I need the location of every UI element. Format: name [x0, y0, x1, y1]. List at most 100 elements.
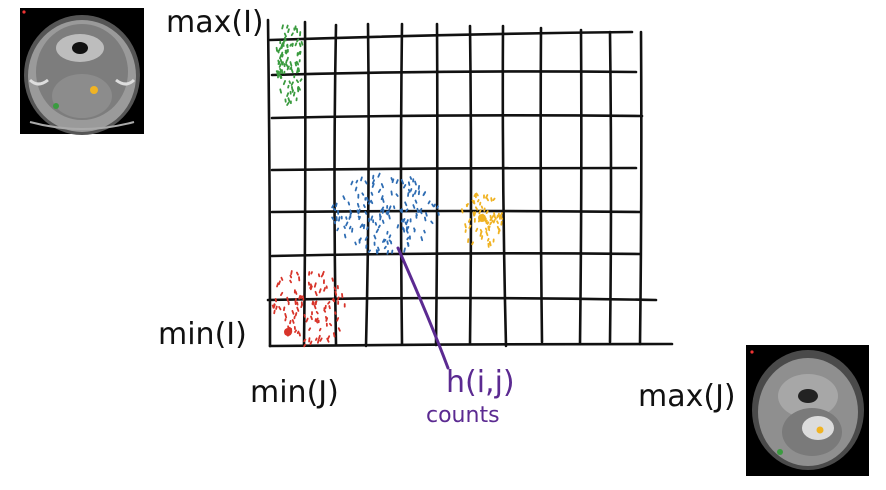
blue-cluster-dot [388, 214, 391, 220]
red-cluster-dot [331, 277, 334, 282]
red-cluster-dot [310, 271, 313, 275]
blue-cluster-dot [433, 203, 436, 208]
green-cluster-dot [297, 51, 301, 56]
red-cluster-dot [336, 317, 340, 322]
blue-cluster-dot [381, 238, 386, 243]
orange-cluster-dot [475, 192, 479, 197]
green-cluster-dot [278, 63, 283, 68]
blue-cluster-dot [381, 209, 385, 214]
blue-cluster-dot [371, 182, 375, 188]
blue-cluster-dot [412, 204, 416, 209]
red-cluster-dot [315, 310, 319, 315]
green-cluster-dot [294, 60, 298, 65]
red-cluster-dot [274, 297, 278, 303]
orange-cluster-dot [471, 241, 475, 246]
red-cluster-dot [317, 273, 321, 278]
orange-cluster-dot [484, 227, 488, 232]
blue-cluster-dot [423, 216, 427, 222]
green-cluster-dot [290, 32, 294, 37]
blue-cluster-dot [388, 239, 392, 243]
red-cluster-dot [301, 295, 305, 301]
blue-cluster-dot [354, 241, 357, 246]
orange-cluster-dot [485, 210, 489, 215]
blue-cluster-dot [400, 178, 405, 185]
blue-cluster-dot [356, 202, 360, 208]
orange-cluster-center-dot [478, 214, 486, 222]
blue-cluster-dot [370, 191, 374, 196]
green-cluster-dot [300, 41, 304, 46]
red-cluster-dot [310, 315, 313, 321]
blue-cluster-dot [362, 223, 366, 230]
blue-cluster-dot [390, 190, 393, 196]
red-cluster-dot [303, 338, 307, 343]
blue-cluster-dot [409, 176, 413, 180]
red-cluster-center-dot [284, 328, 292, 336]
blue-cluster-dot [354, 186, 358, 192]
histogram-bin-label: h(i,j) [446, 365, 515, 400]
blue-cluster-dot [348, 225, 352, 230]
red-cluster-dot [305, 317, 309, 323]
blue-cluster-dot [401, 226, 405, 231]
green-cluster-dot [290, 86, 294, 91]
orange-cluster-dot [496, 220, 499, 225]
orange-cluster-dot [467, 218, 472, 223]
red-cluster-dot [298, 332, 301, 337]
blue-cluster-dot [377, 246, 380, 252]
red-cluster-dot [294, 290, 298, 295]
green-cluster-dot [292, 91, 296, 97]
blue-cluster-dot [361, 192, 365, 196]
green-cluster-dot [296, 38, 300, 43]
green-cluster-dot [282, 39, 286, 45]
y-axis-max-label: max(I) [166, 5, 264, 40]
blue-cluster-dot [362, 204, 366, 209]
blue-cluster-dot [413, 227, 416, 231]
red-cluster-dot [282, 306, 286, 312]
orange-cluster-dot [493, 211, 496, 217]
red-cluster-dot [309, 284, 313, 290]
blue-cluster-dot [420, 236, 424, 242]
blue-cluster-dot [337, 216, 341, 222]
orange-cluster-dot [464, 223, 467, 229]
orange-marker-dot [90, 86, 98, 94]
blue-cluster-dot [403, 247, 406, 253]
blue-cluster-dot [404, 221, 408, 226]
red-cluster-dot [332, 297, 336, 302]
blue-cluster-dot [407, 188, 411, 193]
blue-cluster-dot [409, 188, 413, 192]
green-cluster-dot [286, 24, 289, 29]
green-cluster-dot [279, 44, 283, 50]
blue-cluster-dot [414, 180, 417, 186]
blue-cluster-dot [347, 201, 351, 206]
red-cluster-dot [298, 294, 302, 300]
blue-cluster-dot [381, 197, 385, 203]
blue-cluster [331, 172, 440, 255]
orange-cluster-dot [500, 220, 503, 226]
blue-cluster-dot [343, 225, 346, 230]
blue-cluster-dot [356, 209, 360, 215]
blue-cluster-dot [349, 209, 353, 215]
red-cluster-dot [308, 327, 312, 331]
orange-cluster-dot [492, 197, 496, 202]
green-cluster-dot [286, 44, 289, 49]
blue-cluster-dot [336, 227, 340, 232]
green-cluster-dot [284, 36, 287, 42]
blue-cluster-dot [335, 202, 338, 208]
red-cluster-dot [314, 337, 318, 341]
orange-cluster [460, 192, 504, 248]
red-cluster-dot [328, 322, 333, 327]
red-cluster-dot [278, 305, 282, 311]
green-cluster-dot [295, 79, 300, 83]
red-cluster-dot [278, 280, 281, 286]
red-cluster-dot [311, 300, 314, 305]
orange-cluster-dot [479, 228, 483, 233]
red-cluster-dot [296, 306, 300, 312]
orange-cluster-dot [475, 227, 479, 233]
green-cluster-dot [284, 49, 288, 55]
green-cluster-dot [289, 66, 293, 70]
red-cluster-dot [303, 313, 306, 318]
histogram-grid [266, 18, 674, 348]
blue-cluster-dot [371, 179, 376, 185]
blue-cluster-dot [400, 218, 404, 223]
red-cluster-dot [291, 309, 295, 315]
